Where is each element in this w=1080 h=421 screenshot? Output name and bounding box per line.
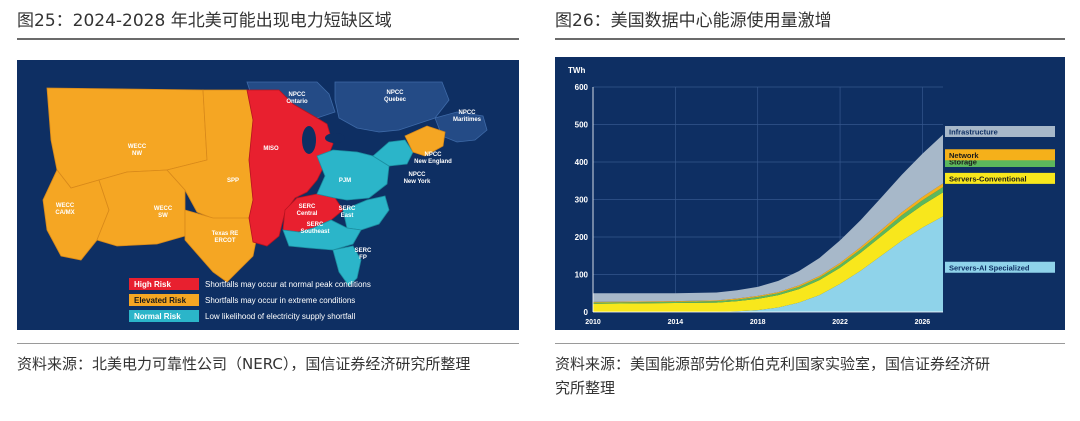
label-serc-east-1: SERC: [339, 206, 356, 212]
legend-swatch-high: [129, 278, 199, 290]
label-npcc-ontario-2: Ontario: [286, 99, 308, 105]
label-npcc-ontario-1: NPCC: [288, 92, 306, 98]
label-miso: MISO: [263, 146, 279, 152]
series-label-storage: Storage: [949, 158, 977, 167]
great-lakes-decor: [302, 126, 316, 154]
y-tick-label: 0: [584, 308, 589, 317]
region-pjm: [316, 149, 390, 201]
x-tick-label: 2018: [750, 319, 766, 326]
legend-swatch-normal: [129, 310, 199, 322]
area-servers-conventional: [593, 192, 943, 312]
label-npcc-new-england-2: New England: [414, 159, 452, 165]
label-texas-2: ERCOT: [215, 238, 236, 244]
x-tick-label: 2026: [915, 319, 931, 326]
legend-desc-normal: Low likelihood of electricity supply sho…: [205, 312, 356, 321]
region-texas-ercot: [184, 209, 258, 283]
left-source-rule: [17, 343, 519, 344]
label-serc-central-1: SERC: [299, 204, 316, 210]
right-title-rule: [555, 38, 1065, 40]
region-wecc-camx: [42, 169, 110, 261]
label-npcc-new-york-2: New York: [404, 179, 431, 185]
series-label-servers-conventional: Servers-Conventional: [949, 174, 1027, 183]
x-tick-label: 2022: [832, 319, 848, 326]
label-wecc-camx-1: WECC: [56, 203, 75, 209]
left-figure-source: 资料来源：北美电力可靠性公司（NERC），国信证券经济研究所整理: [17, 355, 471, 373]
label-npcc-quebec-2: Quebec: [384, 97, 407, 103]
great-lakes-decor-2: [325, 133, 345, 143]
region-serc-fp: [332, 245, 362, 287]
series-swatch-network: [945, 149, 1055, 161]
region-wecc-sw: [96, 169, 186, 247]
nerc-risk-map: WECC NW WECC CA/MX WECC SW SPP Texas RE …: [17, 60, 519, 330]
region-npcc-new-england: [404, 125, 446, 157]
left-figure-title: 图25：2024-2028 年北美可能出现电力短缺区域: [17, 11, 392, 31]
y-tick-label: 400: [575, 158, 589, 167]
label-wecc-nw-2: NW: [132, 151, 142, 157]
label-serc-central-2: Central: [297, 211, 318, 217]
x-tick-label: 2014: [668, 319, 684, 326]
label-serc-southeast-2: Southeast: [300, 229, 329, 235]
label-wecc-sw-2: SW: [158, 213, 168, 219]
label-texas-1: Texas RE: [212, 231, 239, 237]
label-serc-fp-2: FP: [359, 255, 367, 261]
series-swatch-servers-ai-specialized: [945, 261, 1055, 273]
legend-desc-high: Shortfalls may occur at normal peak cond…: [205, 280, 371, 289]
series-swatch-infrastructure: [945, 126, 1055, 137]
y-axis-unit: TWh: [568, 66, 585, 75]
series-label-infrastructure: Infrastructure: [949, 128, 998, 137]
right-figure-title: 图26：美国数据中心能源使用量激增: [555, 11, 832, 31]
label-serc-east-2: East: [341, 213, 354, 219]
right-figure-source-line2: 究所整理: [555, 379, 616, 397]
label-pjm: PJM: [339, 178, 351, 184]
label-npcc-new-england-1: NPCC: [424, 152, 442, 158]
x-tick-label: 2010: [585, 319, 601, 326]
y-tick-label: 100: [575, 271, 589, 280]
series-label-network: Network: [949, 151, 979, 160]
label-spp: SPP: [227, 178, 239, 184]
area-infrastructure: [593, 134, 943, 302]
label-npcc-new-york-1: NPCC: [408, 172, 426, 178]
series-label-servers-ai-specialized: Servers-AI Specialized: [949, 263, 1030, 272]
right-source-rule: [555, 343, 1065, 344]
legend-key-high: High Risk: [134, 280, 171, 289]
legend-desc-elevated: Shortfalls may occur in extreme conditio…: [205, 296, 355, 305]
label-wecc-camx-2: CA/MX: [55, 210, 74, 216]
map-legend: High Risk Shortfalls may occur at normal…: [129, 278, 371, 322]
region-serc-southeast: [282, 219, 362, 251]
label-npcc-quebec-1: NPCC: [386, 90, 404, 96]
label-wecc-nw-1: WECC: [128, 144, 147, 150]
label-serc-southeast-1: SERC: [307, 222, 324, 228]
area-servers-ai-specialized: [593, 216, 943, 312]
y-tick-label: 300: [575, 196, 589, 205]
y-tick-label: 600: [575, 83, 589, 92]
legend-key-elevated: Elevated Risk: [134, 296, 187, 305]
series-swatch-servers-conventional: [945, 172, 1055, 184]
region-npcc-quebec: [334, 81, 450, 133]
label-npcc-maritimes-2: Maritimes: [453, 117, 482, 123]
right-figure-source-line1: 资料来源：美国能源部劳伦斯伯克利国家实验室，国信证券经济研: [555, 355, 991, 373]
label-npcc-maritimes-1: NPCC: [458, 110, 476, 116]
y-tick-label: 200: [575, 233, 589, 242]
y-tick-label: 500: [575, 121, 589, 130]
series-swatch-storage: [945, 156, 1055, 167]
left-title-rule: [17, 38, 519, 40]
legend-swatch-elevated: [129, 294, 199, 306]
label-wecc-sw-1: WECC: [154, 206, 173, 212]
legend-key-normal: Normal Risk: [134, 312, 181, 321]
label-serc-fp-1: SERC: [355, 248, 372, 254]
